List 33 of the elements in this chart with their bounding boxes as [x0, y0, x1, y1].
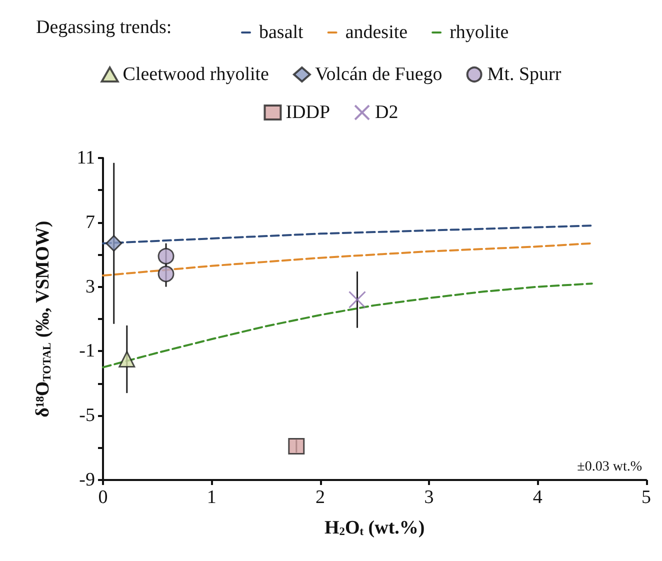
x-axis-title: H2Ot (wt.%) [324, 517, 425, 538]
legend-label: andesite [345, 22, 408, 43]
point [288, 438, 305, 454]
x-tick-label: 5 [642, 487, 651, 508]
y-tick-label: 11 [76, 148, 95, 168]
x-tick-label: 0 [98, 487, 108, 508]
legend-label: rhyolite [450, 22, 509, 43]
legend-label: basalt [259, 22, 304, 43]
legend-label: Cleetwood rhyolite [122, 64, 269, 85]
y-tick-label: -5 [79, 405, 95, 426]
annotation: ±0.03 wt.% [577, 460, 642, 474]
point [158, 266, 174, 282]
legend-label: Volcán de Fuego [314, 64, 442, 85]
point [348, 290, 366, 308]
line-series [102, 282, 593, 368]
legend-title: Degassing trends: [36, 17, 172, 38]
x-tick-label: 2 [316, 487, 326, 508]
y-axis-title: δ¹⁸OTOTAL (‰, VSMOW) [32, 220, 54, 418]
legend-label: IDDP [286, 102, 330, 123]
line-series [102, 242, 593, 277]
x-tick-label: 4 [532, 487, 543, 508]
x-tick-label: 1 [206, 487, 216, 508]
line-series [102, 224, 593, 244]
legend-label: D2 [375, 102, 398, 123]
legend-label: Mt. Spurr [487, 64, 562, 85]
y-tick-label: -9 [79, 470, 95, 490]
y-tick-label: -1 [79, 340, 95, 362]
point [118, 351, 136, 368]
y-tick-label: 3 [86, 276, 95, 298]
y-tick-label: 7 [86, 212, 95, 233]
x-tick-label: 3 [424, 487, 434, 508]
point [106, 235, 122, 252]
point [158, 248, 174, 264]
